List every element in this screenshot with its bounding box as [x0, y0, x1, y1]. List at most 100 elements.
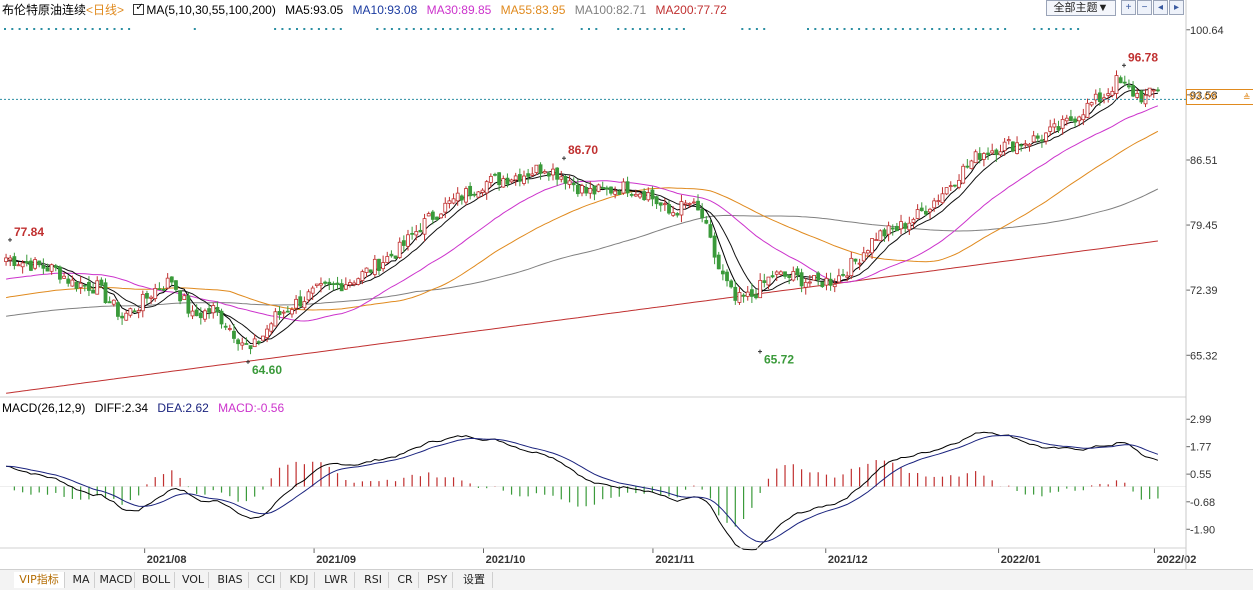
candle: [348, 279, 352, 288]
candle: [1139, 89, 1144, 104]
marker-dot: [427, 28, 430, 30]
move-right-icon[interactable]: ▸: [1169, 0, 1184, 15]
marker-dot: [668, 28, 671, 30]
candle-body: [335, 282, 340, 286]
candle: [733, 280, 738, 305]
marker-dot: [843, 28, 846, 30]
marker-dot: [91, 28, 94, 30]
candle: [66, 275, 71, 287]
candle: [194, 304, 199, 317]
ma5-line: [6, 83, 1158, 345]
ma100-value: MA100:82.71: [574, 3, 647, 17]
candle-body: [389, 253, 394, 257]
candle: [116, 300, 120, 321]
candle-body: [1002, 141, 1007, 152]
tab-cci[interactable]: CCI: [252, 572, 281, 588]
ma200-value: MA200:77.72: [655, 3, 727, 17]
candle-body: [314, 283, 319, 286]
candle: [91, 283, 95, 294]
candle-body: [894, 225, 899, 232]
candle-body: [1044, 132, 1048, 142]
candle: [1044, 132, 1048, 145]
candle-body: [911, 218, 916, 223]
candle: [704, 215, 709, 225]
candle: [907, 216, 912, 235]
candle-body: [667, 204, 671, 214]
candle: [178, 290, 182, 305]
candle: [1006, 136, 1011, 145]
candle-body: [915, 209, 920, 219]
tab-bias[interactable]: BIAS: [212, 572, 249, 588]
zoom-in-icon[interactable]: +: [1121, 0, 1136, 15]
tab-ma[interactable]: MA: [68, 572, 95, 588]
candle: [1031, 130, 1036, 143]
candle-body: [493, 173, 497, 176]
candle: [861, 246, 866, 262]
candle: [654, 195, 659, 209]
candle-body: [513, 175, 518, 181]
candle-body: [49, 264, 54, 272]
candle-body: [1147, 87, 1152, 97]
price-tick-label: 100.64: [1190, 25, 1224, 37]
candle: [961, 163, 966, 185]
tab-vip[interactable]: VIP指标: [14, 572, 65, 588]
candle-body: [982, 153, 986, 160]
candle: [758, 273, 763, 299]
tab-macd[interactable]: MACD: [98, 572, 135, 588]
candle: [174, 280, 178, 293]
candle-body: [671, 212, 676, 216]
candle: [169, 276, 174, 286]
candle-body: [551, 168, 555, 176]
candle-body: [215, 306, 220, 313]
candle: [435, 216, 439, 222]
tab-kdj[interactable]: KDJ: [284, 572, 315, 588]
candle: [770, 270, 775, 279]
tab-psy[interactable]: PSY: [422, 572, 453, 588]
candle: [708, 219, 713, 239]
candle-body: [269, 323, 274, 332]
candle-body: [965, 165, 970, 168]
date-axis: 2021/08 2021/09 2021/10 2021/11 2021/12 2022/…: [144, 548, 1196, 566]
marker-dot: [631, 28, 634, 30]
candle: [331, 281, 336, 291]
period-label[interactable]: <日线>: [86, 3, 125, 17]
candle-body: [766, 276, 771, 286]
candle: [1081, 108, 1086, 126]
candle: [1002, 138, 1007, 156]
tab-settings[interactable]: 设置: [456, 572, 493, 588]
candle: [986, 147, 990, 160]
price-axis: 100.64 93.58 86.51 79.45 72.39 65.32: [1186, 25, 1224, 362]
zoom-out-icon[interactable]: −: [1137, 0, 1152, 15]
move-left-icon[interactable]: ◂: [1153, 0, 1168, 15]
candle-body: [646, 192, 651, 201]
candle: [1077, 115, 1082, 127]
macd-tick-label: 2.99: [1190, 414, 1211, 426]
candle-body: [1098, 92, 1102, 103]
candle: [563, 175, 568, 190]
candle: [111, 299, 116, 307]
candle: [745, 286, 750, 301]
tab-rsi[interactable]: RSI: [358, 572, 389, 588]
candle: [865, 249, 870, 258]
tab-boll[interactable]: BOLL: [138, 572, 175, 588]
candle: [600, 181, 605, 189]
candle: [319, 277, 323, 293]
candle-body: [696, 200, 700, 211]
theme-dropdown[interactable]: 全部主题▼: [1046, 0, 1116, 16]
candle-body: [157, 288, 162, 291]
candle-body: [944, 187, 949, 195]
candle: [8, 255, 13, 267]
candle: [472, 191, 477, 198]
tab-cr[interactable]: CR: [392, 572, 419, 588]
candle: [816, 271, 821, 286]
candle-body: [1151, 89, 1156, 92]
candle-body: [464, 188, 468, 203]
tab-lwr[interactable]: LWR: [318, 572, 355, 588]
candle-body: [211, 305, 216, 314]
tab-vol[interactable]: VOL: [178, 572, 209, 588]
price-chart[interactable]: 100.64 93.58 86.51 79.45 72.39 65.32 2.99 1.77…: [0, 0, 1253, 569]
candle-body: [58, 266, 62, 280]
candle-body: [4, 257, 8, 262]
ma-toggle-checkbox[interactable]: ✓: [133, 2, 145, 15]
candle: [787, 274, 792, 285]
